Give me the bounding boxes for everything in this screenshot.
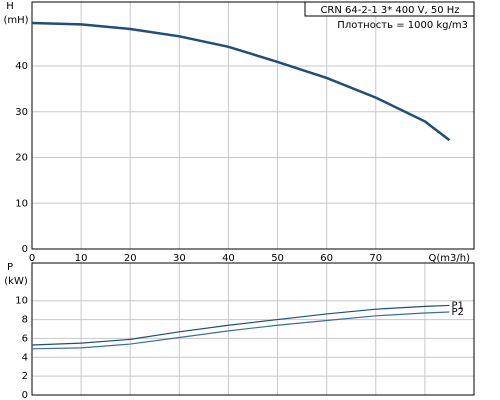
y-tick-label: 8: [22, 315, 28, 326]
x-tick-label: 70: [369, 253, 382, 264]
x-label: Q(m3/h): [429, 253, 471, 264]
info-title: CRN 64-2-1 3* 400 V, 50 Hz: [320, 5, 459, 16]
x-tick-label: 40: [222, 253, 235, 264]
y-tick-label: 10: [15, 296, 28, 307]
curve: [31, 311, 450, 350]
y-tick-label: 4: [22, 352, 28, 363]
y-label: P: [7, 262, 13, 273]
series-label: P1: [451, 300, 463, 311]
y-unit: (kW): [4, 276, 28, 287]
y-tick-label: 0: [22, 244, 28, 255]
y-label: H: [6, 1, 14, 12]
x-tick-label: 10: [75, 253, 88, 264]
x-tick-label: 50: [271, 253, 284, 264]
info-subtitle: Плотность = 1000 kg/m3: [337, 20, 468, 31]
y-tick-label: 40: [15, 61, 28, 72]
y-unit: (mH): [3, 15, 28, 26]
plot-frame: [31, 1, 475, 250]
x-tick-label: 0: [29, 253, 35, 264]
y-tick-label: 30: [15, 107, 28, 118]
info-box: [304, 1, 475, 17]
y-tick-label: 0: [22, 390, 28, 400]
y-tick-label: 20: [15, 153, 28, 164]
x-tick-label: 30: [173, 253, 186, 264]
y-tick-label: 2: [22, 371, 28, 382]
x-tick-label: 60: [320, 253, 333, 264]
y-tick-label: 6: [22, 333, 28, 344]
curve: [31, 21, 451, 142]
curve: [31, 304, 450, 346]
plot-frame: [31, 262, 475, 396]
x-tick-label: 20: [124, 253, 137, 264]
series-label: P2: [451, 307, 463, 318]
y-tick-label: 10: [15, 198, 28, 209]
